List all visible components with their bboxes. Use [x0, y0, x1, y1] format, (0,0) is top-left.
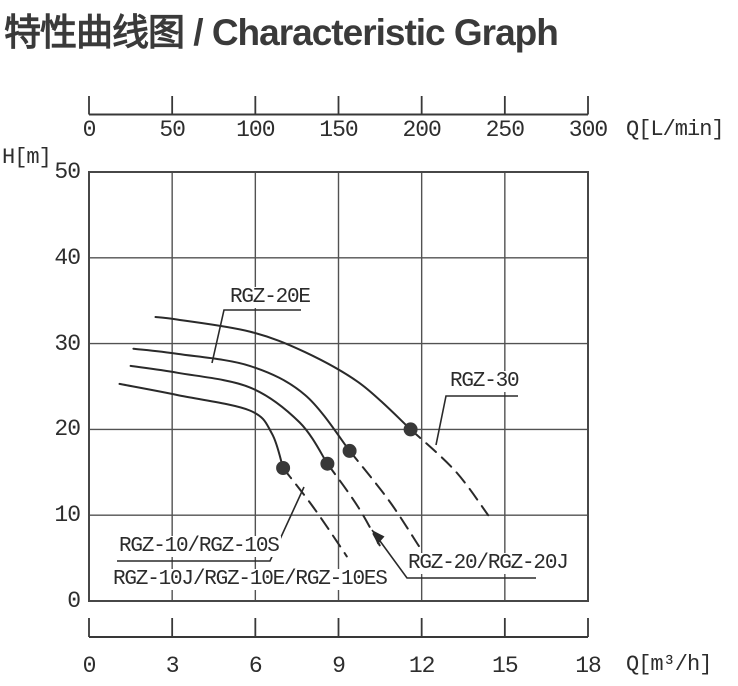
- curve-solid-RGZ-20E: [132, 347, 351, 452]
- page-title: 特性曲线图 / Characteristic Graph: [4, 12, 559, 53]
- left-axis-tick-label: 0: [67, 588, 81, 614]
- top-axis-tick-label: 100: [236, 117, 275, 143]
- curve-dashed-RGZ-10/RGZ-10S, RGZ-10J/RGZ-10E/RGZ-10ES: [282, 467, 348, 558]
- curve-label-rgz-30: RGZ-30: [448, 370, 521, 393]
- bottom-axis-tick-label: 18: [575, 653, 602, 679]
- bottom-axis-tick-label: 15: [492, 653, 519, 679]
- bottom-axis-tick-label: 9: [332, 653, 346, 679]
- curve-solid-RGZ-30: [154, 316, 412, 431]
- curve-dashed-RGZ-20E: [348, 449, 420, 548]
- left-axis-tick-label: 50: [54, 159, 81, 185]
- leader-arrowhead-rgz-20: [372, 530, 385, 545]
- left-axis-tick-label: 40: [54, 244, 81, 271]
- left-axis-tick-label: 20: [54, 416, 81, 443]
- bottom-axis-tick-label: 12: [408, 653, 436, 679]
- top-axis-tick-label: 0: [82, 117, 97, 143]
- bottom-axis-unit-label: Q[m³/h]: [626, 652, 712, 677]
- curve-label-rgz-20-rgz-20j: RGZ-20/RGZ-20J: [406, 552, 570, 575]
- left-axis-tick-label: 10: [54, 502, 81, 529]
- curve-label-rgz-20e: RGZ-20E: [228, 286, 312, 309]
- top-axis-tick-label: 250: [485, 117, 525, 143]
- duty-point-RGZ-30: [403, 422, 418, 437]
- y-axis-unit-label: H[m]: [2, 145, 52, 170]
- leader-rgz-20e: [211, 309, 301, 364]
- duty-point-RGZ-20E: [342, 443, 357, 458]
- leader-rgz-10: [117, 486, 305, 562]
- curve-solid-RGZ-20/RGZ-20J: [129, 364, 329, 465]
- leader-rgz-30: [435, 395, 518, 446]
- curve-label-rgz-10-rgz-10s: RGZ-10/RGZ-10S: [117, 535, 281, 558]
- left-axis-tick-label: 30: [54, 330, 81, 357]
- top-axis-tick-label: 50: [159, 117, 186, 143]
- top-axis-tick-label: 300: [568, 117, 608, 143]
- duty-point-RGZ-20/RGZ-20J: [320, 456, 335, 471]
- curve-dashed-RGZ-30: [409, 428, 490, 517]
- duty-point-RGZ-10/RGZ-10S, RGZ-10J/RGZ-10E/RGZ-10ES: [276, 461, 291, 475]
- top-axis-unit-label: Q[L/min]: [626, 117, 725, 142]
- leader-rgz-20: [371, 529, 536, 579]
- bottom-axis-tick-label: 6: [248, 653, 263, 679]
- curve-label-rgz-10j-10e-10es: RGZ-10J/RGZ-10E/RGZ-10ES: [111, 568, 389, 591]
- top-axis-tick-label: 150: [319, 117, 358, 143]
- curve-solid-RGZ-10/RGZ-10S, RGZ-10J/RGZ-10E/RGZ-10ES: [118, 382, 285, 469]
- top-axis-tick-label: 200: [402, 117, 441, 143]
- bottom-axis-tick-label: 0: [82, 653, 97, 679]
- bottom-axis-tick-label: 3: [165, 653, 180, 679]
